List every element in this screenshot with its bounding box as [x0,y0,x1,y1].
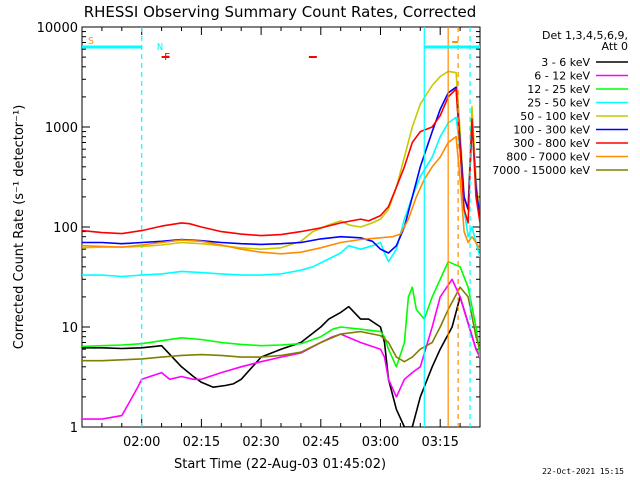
x-tick-label: 02:45 [302,435,339,450]
legend-entry-label: 300 - 800 keV [513,137,590,150]
x-tick-label: 02:30 [242,435,279,450]
series-line-25-50-kev [82,116,480,278]
y-tick-label: 1000 [45,121,78,136]
series-line-12-25-kev [82,260,480,368]
state-bar-night [82,45,142,49]
x-tick-label: 02:15 [183,435,220,450]
state-flag-f: F [164,52,170,63]
legend-entry-label: 25 - 50 keV [527,97,590,110]
state-bar-saa [452,41,459,43]
plot-area: S NF [82,27,480,427]
state-flag-n: N [157,42,163,53]
legend-header: Det 1,3,4,5,6,9, [542,29,628,42]
legend-entry-label: 7000 - 15000 keV [492,164,590,177]
x-tick-label: 02:00 [123,435,160,450]
x-axis-label: Start Time (22-Aug-03 01:45:02) [174,457,386,472]
series-line-3-6-kev [82,296,480,427]
series-line-50-100-kev [82,70,480,250]
x-tick-label: 03:00 [362,435,399,450]
series-line-7000-15000-kev [82,286,480,363]
legend-entry-label: 800 - 7000 keV [506,151,590,164]
legend-entry-label: 12 - 25 keV [527,83,590,96]
y-tick-label: 100 [53,221,78,236]
legend-entry-label: 3 - 6 keV [541,56,590,69]
x-tick-label: 03:15 [421,435,458,450]
legend-entry-label: 100 - 300 keV [513,124,590,137]
series-line-800-7000-kev [82,135,480,255]
legend-entry-label: 6 - 12 keV [534,70,590,83]
state-flag-s: S [88,36,94,47]
y-tick-label: 1 [70,421,78,436]
series-line-300-800-kev [82,88,480,237]
footer-timestamp: 22-Oct-2021 15:15 [542,467,624,476]
axes-group: 1 10 100 1000 10000 02:00 02:15 02:30 02:45 03:00… [37,21,481,450]
legend-header: Att 0 [602,40,628,53]
y-tick-label: 10000 [37,21,78,36]
y-axis-label: Corrected Count Rate (s⁻¹ detector⁻¹) [12,105,27,350]
state-bar-flare [161,56,170,58]
legend-entry-label: 50 - 100 keV [520,110,590,123]
state-bar-night [424,45,480,49]
state-bar-flare [308,56,317,58]
y-tick-label: 10 [61,321,78,336]
chart-title: RHESSI Observing Summary Count Rates, Co… [84,3,477,21]
plot-clipped [82,70,480,427]
